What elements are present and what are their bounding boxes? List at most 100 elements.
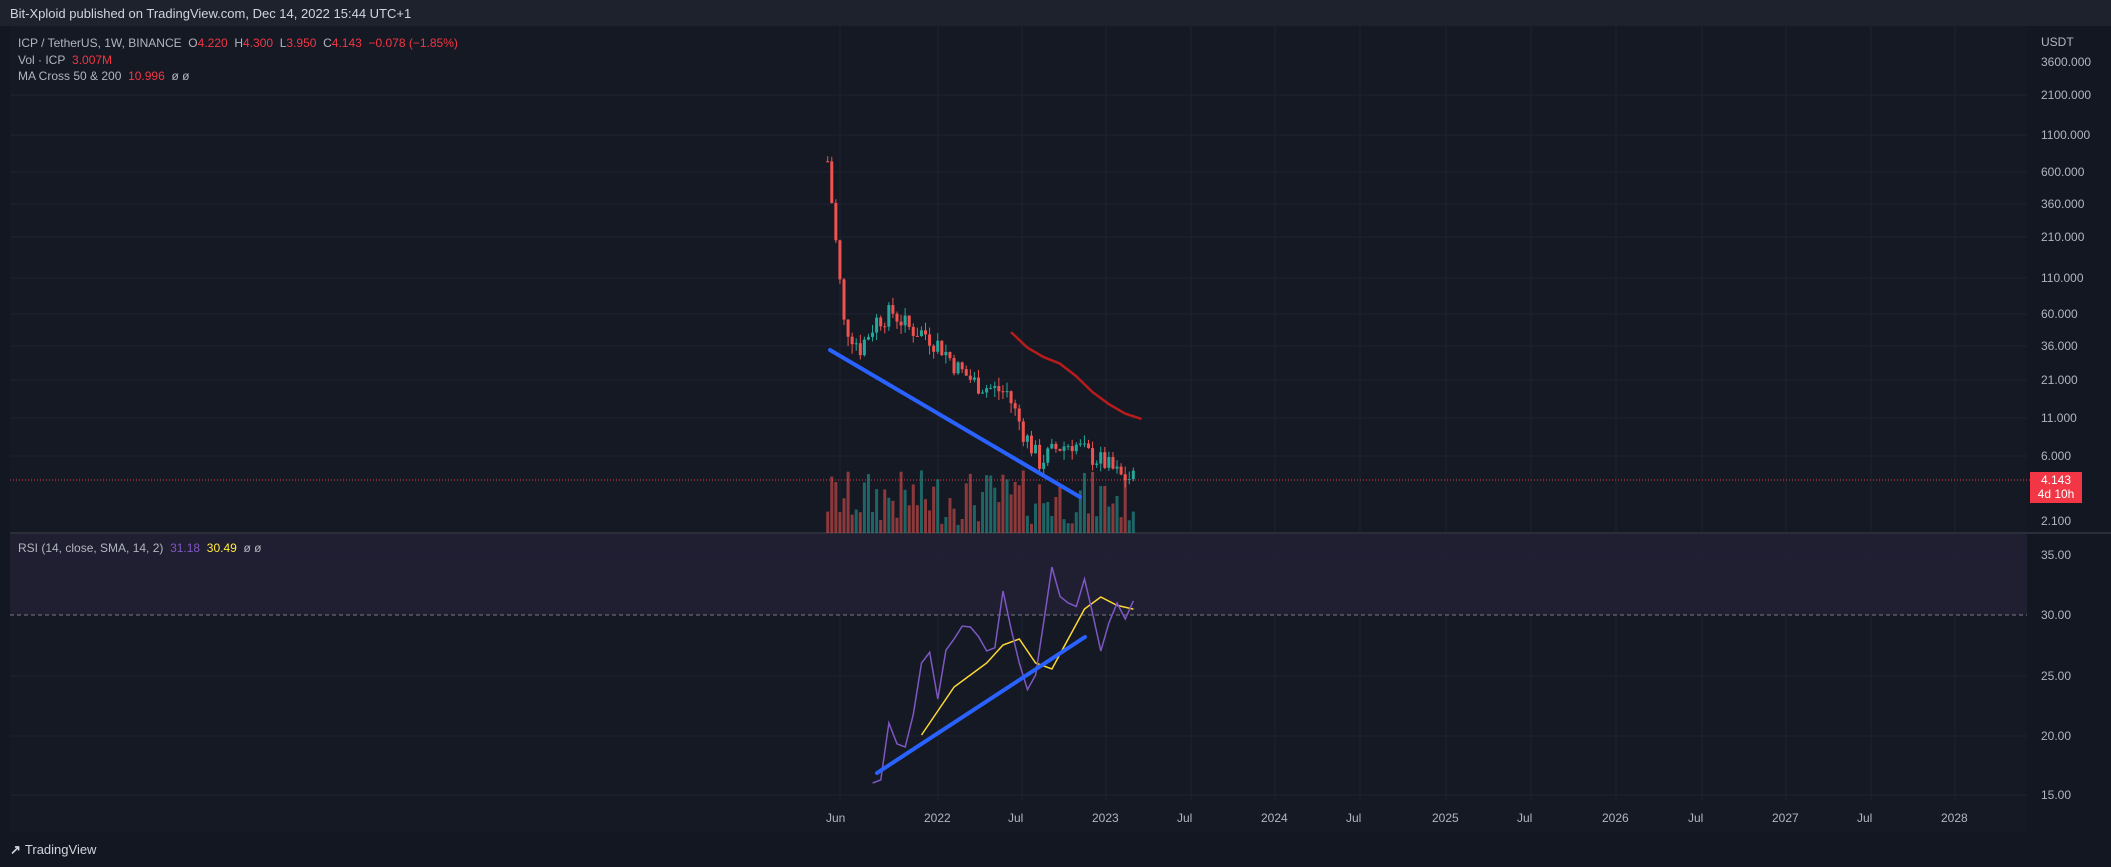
volume-bar xyxy=(976,521,980,533)
volume-bar xyxy=(1001,474,1005,533)
time-tick-label: Jul xyxy=(1008,811,1024,825)
rsi-empty-values: ø ø xyxy=(243,541,262,555)
volume-bar xyxy=(1127,520,1131,533)
candle-body xyxy=(1025,435,1029,442)
candle-body xyxy=(1034,444,1038,454)
candle-body xyxy=(1074,444,1078,452)
rsi-value: 31.18 xyxy=(170,541,201,555)
candle-body xyxy=(903,315,907,326)
rsi-tick-label: 20.00 xyxy=(2041,729,2072,743)
volume-bar xyxy=(936,479,940,533)
candle-body xyxy=(1099,452,1103,464)
candle-body xyxy=(826,161,830,163)
volume-bar xyxy=(854,509,858,533)
rsi-tick-label: 35.00 xyxy=(2041,548,2072,562)
volume-bar xyxy=(1095,516,1099,533)
candle-body xyxy=(985,388,989,393)
volume-bar xyxy=(989,475,993,533)
volume-bar xyxy=(834,482,838,533)
candle-body xyxy=(919,330,923,337)
rsi-line xyxy=(872,566,1135,784)
candle-body xyxy=(1001,391,1005,393)
candle-body xyxy=(895,313,899,322)
volume-bar xyxy=(1070,523,1074,533)
volume-bar xyxy=(944,516,948,533)
candle-body xyxy=(989,387,993,389)
volume-bar xyxy=(838,512,842,533)
ma-empty-values: ø ø xyxy=(171,69,190,83)
volume-bar xyxy=(972,505,976,533)
close-value: 4.143 xyxy=(331,36,362,50)
candle-body xyxy=(1103,452,1107,468)
volume-bar xyxy=(1034,503,1038,533)
candle-body xyxy=(1131,470,1135,480)
volume-bar xyxy=(948,498,952,533)
tradingview-logo[interactable]: ↗ TradingView xyxy=(10,842,96,858)
close-label: C xyxy=(323,36,332,50)
tv-logo-icon: ↗ xyxy=(10,842,21,857)
volume-bar xyxy=(1042,503,1046,533)
volume-bar xyxy=(928,510,932,533)
candle-body xyxy=(997,386,1001,392)
candle-body xyxy=(1046,448,1050,463)
price-tick-label: 21.000 xyxy=(2041,373,2078,387)
volume-bar xyxy=(1038,484,1042,533)
volume-bar xyxy=(850,514,854,533)
candle-body xyxy=(960,362,964,370)
candle-body xyxy=(899,321,903,326)
rsi-legend[interactable]: RSI (14, close, SMA, 14, 2) 31.18 30.49 … xyxy=(18,541,261,555)
price-tick-label: 2.100 xyxy=(2041,514,2072,528)
volume-bar xyxy=(960,519,964,533)
candle-body xyxy=(1009,391,1013,404)
candle-body xyxy=(911,326,915,336)
volume-bar xyxy=(1013,481,1017,533)
high-label: H xyxy=(234,36,244,50)
volume-bar xyxy=(1021,470,1025,533)
volume-bar xyxy=(1050,516,1054,533)
candle-body xyxy=(871,332,875,337)
rsi-sma-value: 30.49 xyxy=(206,541,237,555)
volume-legend[interactable]: Vol · ICP 3.007M xyxy=(18,53,112,67)
candle-body xyxy=(862,339,866,356)
candle-body xyxy=(928,334,932,346)
volume-bar xyxy=(1054,496,1058,533)
candle-body xyxy=(907,315,911,327)
candle-body xyxy=(1054,443,1058,449)
ma-label: MA Cross 50 & 200 xyxy=(18,69,122,83)
volume-bar xyxy=(903,489,907,533)
volume-value: 3.007M xyxy=(72,53,113,67)
candle-body xyxy=(976,377,980,394)
volume-bar xyxy=(887,497,891,533)
volume-bar xyxy=(907,505,911,533)
chart-frame[interactable] xyxy=(10,26,2027,832)
symbol-legend[interactable]: ICP / TetherUS, 1W, BINANCE O4.220 H4.30… xyxy=(18,36,458,50)
candles xyxy=(826,156,1135,488)
candle-body xyxy=(1087,443,1090,449)
time-tick-label: 2026 xyxy=(1602,811,1629,825)
volume-bar xyxy=(932,486,936,533)
volume-bar xyxy=(895,517,899,533)
candle-body xyxy=(956,362,960,374)
volume-bar xyxy=(862,482,866,533)
volume-bar xyxy=(1119,517,1123,533)
volume-bar xyxy=(875,489,879,533)
ma-legend[interactable]: MA Cross 50 & 200 10.996 ø ø xyxy=(18,69,189,83)
price-tick-label: 360.000 xyxy=(2041,197,2085,211)
volume-bar xyxy=(1087,513,1090,533)
change-value: −0.078 (−1.85%) xyxy=(368,36,458,50)
volume-bar xyxy=(993,487,997,533)
price-unit-label: USDT xyxy=(2041,35,2074,49)
volume-bar xyxy=(924,499,927,533)
open-value: 4.220 xyxy=(197,36,228,50)
ma-value: 10.996 xyxy=(128,69,165,83)
volume-bar xyxy=(985,475,989,533)
volume-bar xyxy=(1009,494,1013,533)
volume-label: Vol · ICP xyxy=(18,53,66,67)
volume-bar xyxy=(858,512,862,533)
volume-bar xyxy=(1025,515,1029,533)
volume-bar xyxy=(997,502,1001,533)
volume-bar xyxy=(1046,502,1050,533)
volume-bars xyxy=(826,470,1135,533)
price-tick-label: 1100.000 xyxy=(2041,128,2091,142)
